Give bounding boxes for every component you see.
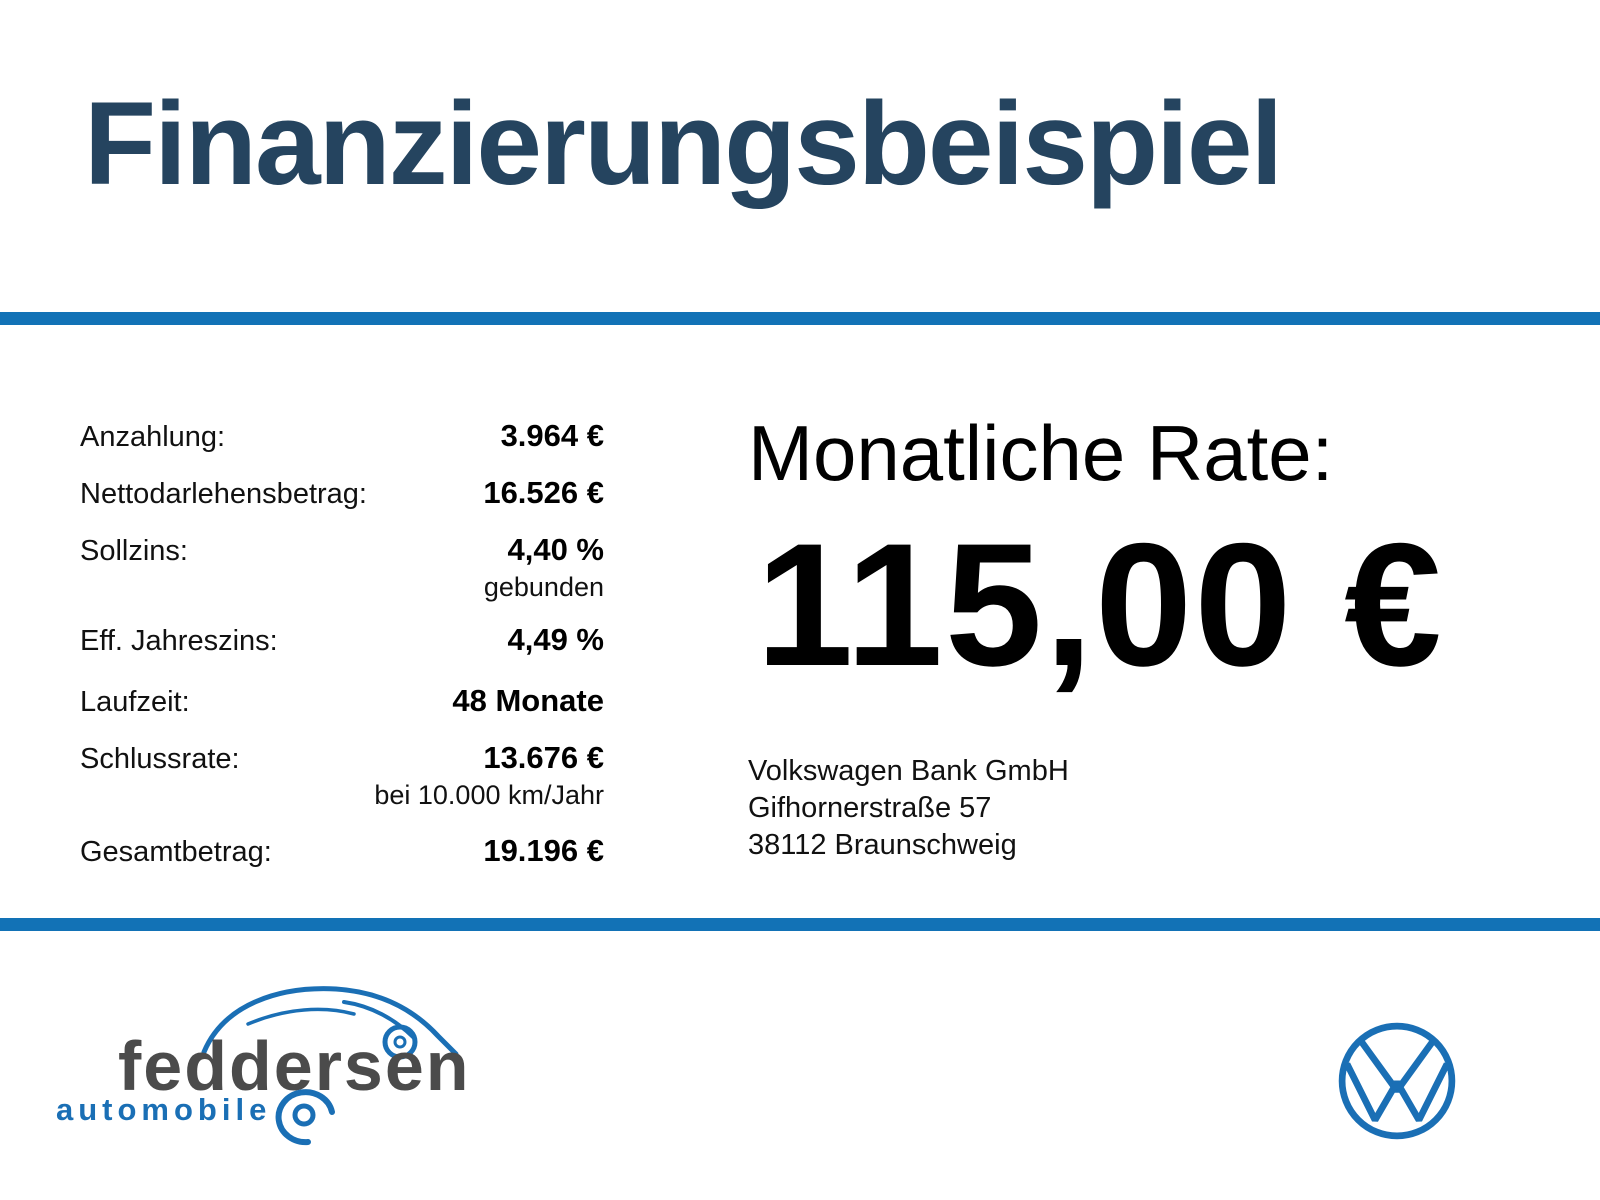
finance-label: Schlussrate: (80, 743, 240, 775)
finance-row-gesamtbetrag: Gesamtbetrag: 19.196 € (80, 833, 604, 869)
finance-value: 48 Monate (452, 683, 604, 718)
finance-label: Sollzins: (80, 535, 188, 567)
finance-row-eff-jahreszins: Eff. Jahreszins: 4,49 % (80, 622, 604, 658)
finance-row-anzahlung: Anzahlung: 3.964 € (80, 418, 604, 454)
bank-name: Volkswagen Bank GmbH (748, 755, 1069, 787)
finance-note: gebunden (483, 572, 604, 602)
finance-label: Nettodarlehensbetrag: (80, 478, 367, 510)
finance-label: Gesamtbetrag: (80, 836, 272, 868)
finance-label: Eff. Jahreszins: (80, 625, 278, 657)
finance-value: 3.964 € (500, 418, 604, 453)
page-title: Finanzierungsbeispiel (84, 78, 1283, 210)
finance-note: bei 10.000 km/Jahr (374, 780, 604, 810)
finance-row-sollzins: Sollzins: 4,40 % gebunden (80, 532, 604, 603)
monthly-rate-amount: 115,00 € (756, 508, 1444, 703)
car-sketch-icon (196, 972, 464, 1069)
swirl-icon (262, 1082, 340, 1153)
finance-label: Anzahlung: (80, 421, 226, 453)
finance-value: 4,40 % (507, 532, 604, 567)
finance-row-nettodarlehensbetrag: Nettodarlehensbetrag: 16.526 € (80, 475, 604, 511)
bank-city: 38112 Braunschweig (748, 829, 1017, 861)
finance-value: 4,49 % (507, 622, 604, 657)
finance-value: 16.526 € (483, 475, 604, 510)
top-divider (0, 312, 1600, 325)
bank-street: Gifhornerstraße 57 (748, 792, 992, 824)
dealer-subtitle: automobile (56, 1092, 272, 1127)
finance-value-stack: 4,40 % gebunden (484, 532, 604, 603)
monthly-rate-heading: Monatliche Rate: (748, 409, 1334, 497)
finance-label: Laufzeit: (80, 686, 190, 718)
bank-address: Volkswagen Bank GmbH Gifhornerstraße 57 … (748, 753, 1069, 864)
finance-row-schlussrate: Schlussrate: 13.676 € bei 10.000 km/Jahr (80, 740, 604, 811)
finance-value: 13.676 € (483, 740, 604, 775)
finance-value: 19.196 € (483, 833, 604, 868)
bottom-divider (0, 918, 1600, 931)
finance-row-laufzeit: Laufzeit: 48 Monate (80, 683, 604, 719)
finance-value-stack: 13.676 € bei 10.000 km/Jahr (374, 740, 604, 811)
vw-logo-icon (1336, 1020, 1458, 1147)
